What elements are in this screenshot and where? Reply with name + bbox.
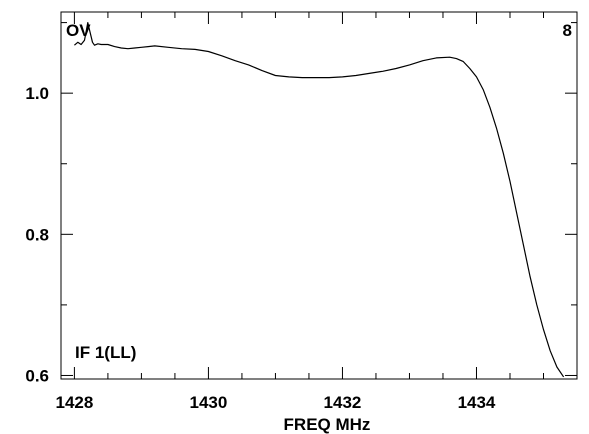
series-lines bbox=[74, 22, 565, 378]
x-tick-label: 1432 bbox=[324, 393, 362, 412]
annotation-top-left: OV bbox=[66, 21, 91, 40]
axis-ticks bbox=[61, 12, 578, 379]
x-tick-label: 1430 bbox=[190, 393, 228, 412]
x-tick-labels: 1428 1430 1432 1434 bbox=[55, 393, 495, 412]
series-line bbox=[74, 22, 565, 378]
x-tick-label: 1428 bbox=[55, 393, 93, 412]
y-tick-label: 0.8 bbox=[25, 225, 49, 244]
y-tick-label: 1.0 bbox=[25, 84, 49, 103]
y-tick-labels: 0.6 0.8 1.0 bbox=[25, 84, 49, 385]
annotation-top-right: 8 bbox=[563, 21, 572, 40]
plot-frame bbox=[60, 11, 578, 380]
y-tick-label: 0.6 bbox=[25, 366, 49, 385]
annotation-bottom-left: IF 1(LL) bbox=[75, 343, 136, 362]
x-axis-label: FREQ MHz bbox=[284, 415, 371, 434]
x-tick-label: 1434 bbox=[458, 393, 496, 412]
